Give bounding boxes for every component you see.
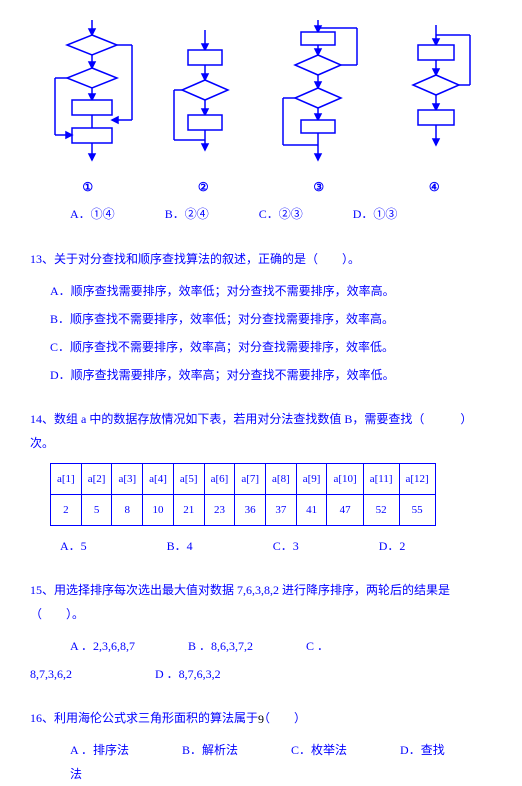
q12-opt-d: D．①③ <box>353 205 398 222</box>
q15-opt-c: C ． <box>306 639 329 653</box>
flowchart-labels: ① ② ③ ④ <box>30 180 492 195</box>
q14-opt-d: D．2 <box>379 534 406 558</box>
q14-opt-a: A．5 <box>60 534 87 558</box>
q12-options: A．①④ B．②④ C．②③ D．①③ <box>30 205 492 222</box>
fc-label-2: ② <box>198 180 209 195</box>
question-14: 14、数组 a 中的数据存放情况如下表，若用对分法查找数值 B，需要查找（ ）次… <box>30 407 492 558</box>
q15-opt-b: B ．8,6,3,7,2 <box>188 639 253 653</box>
fc-label-3: ③ <box>313 180 324 195</box>
flowchart-3 <box>273 20 363 170</box>
flowchart-4 <box>396 20 476 170</box>
fc-label-1: ① <box>82 180 93 195</box>
q14-opt-b: B．4 <box>167 534 193 558</box>
question-15: 15、用选择排序每次选出最大值对数据 7,6,3,8,2 进行降序排序，两轮后的… <box>30 578 492 686</box>
q15-opt-a: A ．2,3,6,8,7 <box>70 639 135 653</box>
q16-opt-a: A ．排序法 <box>70 743 129 757</box>
q14-text: 数组 a 中的数据存放情况如下表，若用对分法查找数值 B，需要查找（ ）次。 <box>30 412 472 450</box>
q13-opt-c: C．顺序查找不需要排序，效率高；对分查找需要排序，效率低。 <box>30 335 492 359</box>
q15-num: 15、 <box>30 583 54 597</box>
q15-opt-c2: 8,7,3,6,2 <box>30 667 72 681</box>
flowchart-1 <box>47 20 137 170</box>
q15-text: 用选择排序每次选出最大值对数据 7,6,3,8,2 进行降序排序，两轮后的结果是… <box>30 583 450 621</box>
q13-opt-b: B．顺序查找不需要排序，效率低；对分查找需要排序，效率高。 <box>30 307 492 331</box>
q12-opt-b: B．②④ <box>165 205 209 222</box>
q16-text: 利用海伦公式求三角形面积的算法属于（ ） <box>54 711 306 725</box>
flowchart-figures <box>30 20 492 170</box>
q14-opt-c: C．3 <box>273 534 299 558</box>
flowchart-2 <box>170 20 240 170</box>
q13-num: 13、 <box>30 252 54 266</box>
q16-opt-b: B．解析法 <box>182 743 238 757</box>
table-row: 258102123363741475255 <box>51 495 436 526</box>
q16-num: 16、 <box>30 711 54 725</box>
page-number: 9 <box>258 712 264 727</box>
q13-text: 关于对分查找和顺序查找算法的叙述，正确的是（ ）。 <box>54 252 360 266</box>
q14-table: a[1]a[2]a[3]a[4]a[5]a[6]a[7]a[8]a[9]a[10… <box>50 463 436 526</box>
q14-num: 14、 <box>30 412 54 426</box>
q15-opt-d: D ．8,7,6,3,2 <box>155 667 221 681</box>
q13-opt-a: A．顺序查找需要排序，效率低；对分查找不需要排序，效率高。 <box>30 279 492 303</box>
q12-opt-c: C．②③ <box>259 205 303 222</box>
fc-label-4: ④ <box>429 180 440 195</box>
q13-opt-d: D．顺序查找需要排序，效率高；对分查找不需要排序，效率低。 <box>30 363 492 387</box>
q12-opt-a: A．①④ <box>70 205 115 222</box>
question-13: 13、关于对分查找和顺序查找算法的叙述，正确的是（ ）。 A．顺序查找需要排序，… <box>30 247 492 387</box>
table-row: a[1]a[2]a[3]a[4]a[5]a[6]a[7]a[8]a[9]a[10… <box>51 464 436 495</box>
q16-opt-c: C．枚举法 <box>291 743 347 757</box>
